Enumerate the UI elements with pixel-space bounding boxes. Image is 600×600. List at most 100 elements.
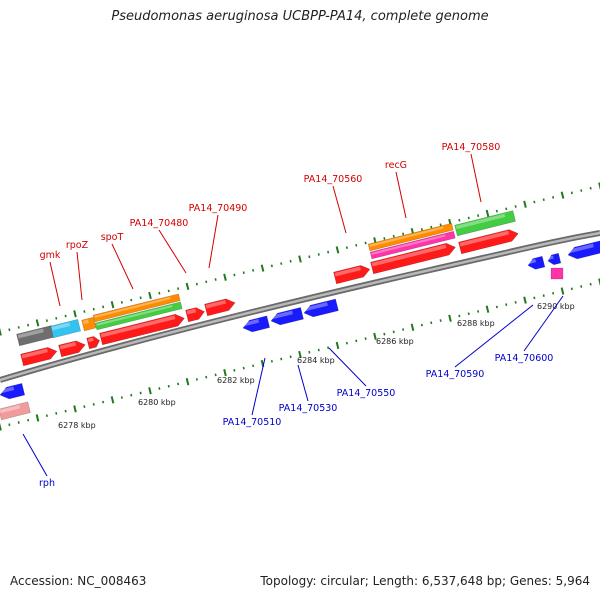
tick-mark bbox=[439, 223, 442, 227]
tick-mark bbox=[195, 282, 198, 286]
label-PA14_70580: PA14_70580 bbox=[442, 142, 501, 153]
tick-mark bbox=[130, 393, 133, 397]
gene-gmk-shine bbox=[21, 348, 48, 359]
tick-mark bbox=[420, 227, 423, 231]
tick-mark bbox=[223, 273, 227, 281]
tick-mark bbox=[317, 348, 320, 352]
gene-block-small-orange-shape bbox=[81, 316, 97, 332]
tick-mark bbox=[270, 264, 273, 268]
gene-PA14_70530-shine bbox=[270, 310, 293, 320]
tick-mark bbox=[139, 296, 142, 300]
label-PA14_70510: PA14_70510 bbox=[223, 417, 282, 428]
gene-PA14_70600-shape bbox=[547, 252, 562, 266]
tick-mark bbox=[533, 296, 536, 300]
gene-small-2-shape bbox=[185, 307, 205, 323]
label-PA14_70530: PA14_70530 bbox=[279, 403, 338, 414]
gene-recG-orange-shine bbox=[369, 226, 444, 247]
gene-PA14_70580-green bbox=[454, 210, 516, 237]
gene-rph-blue bbox=[0, 383, 26, 400]
gene-PA14_70590 bbox=[527, 255, 546, 270]
tick-mark bbox=[327, 250, 330, 254]
tick-mark bbox=[355, 243, 358, 247]
label-PA14_70510-leader bbox=[251, 357, 266, 416]
tick-mark bbox=[242, 271, 245, 275]
tick-mark bbox=[402, 328, 405, 331]
tick-mark bbox=[317, 253, 320, 256]
tick-mark bbox=[355, 339, 358, 343]
gene-PA14_70580-green-shape bbox=[454, 210, 516, 237]
tick-mark bbox=[289, 355, 292, 359]
tick-mark bbox=[27, 323, 30, 327]
tick-mark bbox=[485, 209, 490, 218]
gene-rph-blue-shine bbox=[0, 386, 15, 394]
tick-mark bbox=[383, 332, 386, 336]
gene-block-small-orange bbox=[81, 316, 97, 332]
gene-block-gmk-top-shine bbox=[17, 328, 44, 339]
tick-mark bbox=[64, 409, 67, 413]
gene-PA14_70580-shape bbox=[458, 229, 519, 255]
tick-mark bbox=[73, 405, 77, 413]
tick-mark bbox=[158, 387, 161, 390]
tick-mark bbox=[8, 423, 11, 427]
gene-PA14_70600 bbox=[547, 252, 562, 266]
gene-PA14_70580-green-shine bbox=[455, 213, 506, 230]
tick-mark bbox=[195, 378, 198, 381]
gene-PA14_70600-shine bbox=[548, 255, 554, 260]
tick-mark bbox=[364, 337, 367, 340]
tick-mark bbox=[185, 282, 190, 291]
gene-PA14_70590-shape bbox=[527, 255, 546, 270]
scale-label: 6278 kbp bbox=[58, 421, 96, 430]
gene-rev-edge-shine bbox=[567, 243, 594, 254]
tick-mark bbox=[17, 421, 20, 424]
tick-mark bbox=[102, 400, 105, 404]
label-rph-leader bbox=[22, 433, 48, 477]
gene-recG-pink-shine bbox=[371, 234, 446, 255]
gene-PA14_70510 bbox=[242, 315, 271, 333]
tick-mark bbox=[102, 305, 105, 309]
gene-rev-edge bbox=[567, 240, 600, 260]
label-gmk-leader bbox=[49, 261, 61, 307]
tick-mark bbox=[495, 209, 498, 213]
tick-mark bbox=[130, 298, 133, 302]
gene-PA14_70480 bbox=[99, 313, 185, 346]
page-title: Pseudomonas aeruginosa UCBPP-PA14, compl… bbox=[111, 9, 489, 24]
tick-mark bbox=[0, 328, 2, 336]
label-gmk: gmk bbox=[40, 250, 61, 261]
tick-mark bbox=[448, 314, 452, 322]
tick-mark bbox=[83, 405, 86, 408]
genome-backbone bbox=[0, 230, 600, 383]
label-PA14_70530-leader bbox=[297, 364, 309, 402]
label-PA14_70490-leader bbox=[208, 214, 219, 269]
tick-mark bbox=[533, 200, 536, 204]
tick-mark bbox=[252, 269, 255, 272]
gene-block-rpoZ-top-shape bbox=[50, 319, 81, 339]
gene-PA14_70510-shape bbox=[242, 315, 271, 333]
label-PA14_70600-leader bbox=[523, 295, 564, 352]
tick-mark bbox=[205, 280, 208, 284]
tick-mark bbox=[580, 285, 583, 288]
tick-mark bbox=[439, 319, 442, 322]
tick-mark bbox=[327, 346, 330, 350]
gene-recG-shape bbox=[370, 242, 456, 275]
tick-mark bbox=[177, 382, 180, 386]
tick-mark bbox=[280, 262, 283, 265]
label-layer: 6278 kbp 6280 kbp 6282 kbp 6284 kbp 6286 kbp… bbox=[22, 142, 575, 489]
tick-mark bbox=[92, 402, 95, 406]
tick-mark bbox=[552, 291, 555, 295]
tick-mark bbox=[260, 264, 265, 272]
tick-mark bbox=[514, 205, 517, 208]
gene-PA14_70560 bbox=[333, 265, 371, 285]
tick-mark bbox=[345, 341, 348, 345]
gene-spoT-orange bbox=[92, 293, 181, 323]
tick-mark bbox=[92, 307, 95, 311]
tick-mark bbox=[185, 378, 190, 386]
tick-mark bbox=[495, 305, 498, 309]
tick-mark bbox=[373, 332, 377, 341]
tick-mark bbox=[505, 303, 508, 307]
tick-mark bbox=[45, 319, 48, 322]
label-PA14_70590-leader bbox=[454, 304, 534, 368]
gene-PA14_70530-shape bbox=[270, 307, 304, 326]
gene-rph-pink-shape bbox=[0, 401, 31, 421]
gene-small-2 bbox=[185, 307, 205, 323]
